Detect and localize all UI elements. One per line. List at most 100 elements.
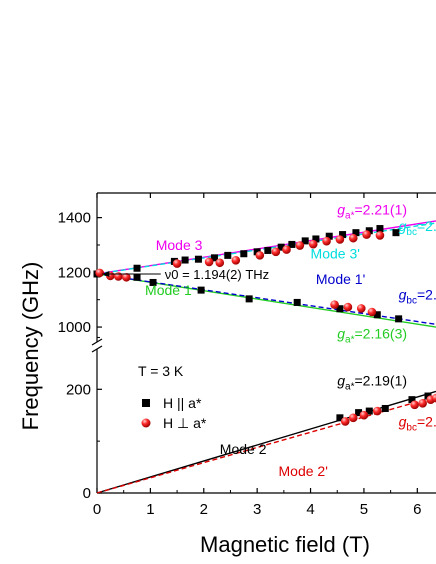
data-point-h-parallel xyxy=(288,240,296,248)
x-tick-label: 1 xyxy=(146,501,154,518)
data-point-h-parallel xyxy=(181,256,189,264)
fit-lines xyxy=(96,220,436,494)
mode-label: Mode 3' xyxy=(311,246,360,262)
data-point-h-parallel xyxy=(264,246,272,254)
mode-label: Mode 2 xyxy=(220,441,267,457)
data-point-h-perp xyxy=(340,417,350,426)
data-point-h-parallel xyxy=(336,414,344,422)
data-point-h-perp xyxy=(418,398,427,408)
y-tick-label: 1400 xyxy=(58,210,91,227)
data-point-h-perp xyxy=(375,231,385,240)
data-point-h-perp xyxy=(271,247,281,257)
y-tick-label: 0 xyxy=(83,485,91,502)
data-point-h-parallel xyxy=(365,407,373,415)
data-point-h-parallel xyxy=(277,243,285,251)
mode-label: Mode 3 xyxy=(156,237,203,253)
axis-break-mark xyxy=(91,338,103,346)
g-factor-label: gbc=2.1 xyxy=(399,287,436,307)
data-point-h-parallel xyxy=(381,404,389,412)
mode-label: Mode 2' xyxy=(279,463,328,479)
data-point-h-parallel xyxy=(245,295,253,303)
annotation-arrowhead xyxy=(102,270,110,277)
data-point-h-parallel xyxy=(133,264,141,272)
data-point-h-perp xyxy=(322,236,331,246)
data-point-h-parallel xyxy=(373,311,381,319)
mode-label: Mode 1 xyxy=(145,282,192,298)
data-point-h-perp xyxy=(122,272,131,282)
g-factor-label: ga*=2.16(3) xyxy=(337,326,407,346)
x-tick-label: 2 xyxy=(200,501,208,518)
data-point-h-perp xyxy=(348,413,358,423)
data-point-h-perp xyxy=(231,256,241,265)
x-tick-label: 0 xyxy=(93,501,101,518)
data-point-h-perp xyxy=(431,393,436,403)
data-point-h-parallel xyxy=(312,235,320,243)
data-point-h-parallel xyxy=(365,227,373,235)
legend-marker-sphere xyxy=(141,418,151,428)
data-point-h-parallel xyxy=(355,409,363,417)
y-tick-label: 1200 xyxy=(58,264,91,281)
data-point-h-perp xyxy=(295,241,305,250)
data-point-h-parallel xyxy=(293,298,301,306)
g-factor-label: ga*=2.21(1) xyxy=(337,201,407,221)
data-point-h-perp xyxy=(343,302,353,312)
data-point-h-parallel xyxy=(194,255,202,263)
data-point-h-parallel xyxy=(392,229,400,237)
x-tick-label: 6 xyxy=(413,501,421,518)
g-factor-label: ga*=2.19(1) xyxy=(337,373,407,393)
y-axis-label: Frequency (GHz) xyxy=(18,262,43,431)
data-point-h-parallel xyxy=(149,278,157,286)
data-point-h-parallel xyxy=(336,305,344,313)
data-point-h-perp xyxy=(410,400,419,410)
data-point-h-perp xyxy=(359,410,369,420)
legend-label: H ⊥ a* xyxy=(163,415,207,431)
y-tick-label: 200 xyxy=(66,381,91,398)
data-point-h-perp xyxy=(335,235,345,244)
data-point-h-perp xyxy=(114,272,123,281)
data-point-h-perp xyxy=(255,251,265,260)
g-factor-label: gbc=2.0 xyxy=(399,414,436,434)
data-point-h-perp xyxy=(95,268,104,278)
data-point-h-perp xyxy=(215,258,225,268)
x-tick-label: 3 xyxy=(253,501,261,518)
data-point-h-perp xyxy=(362,230,371,239)
data-point-h-perp xyxy=(172,259,182,268)
data-point-h-perp xyxy=(356,304,366,313)
data-points xyxy=(93,225,436,426)
data-point-h-parallel xyxy=(376,225,384,233)
data-point-h-parallel xyxy=(301,237,309,245)
legend-marker-square xyxy=(142,399,150,407)
g-factor-label: gbc=2.0 xyxy=(399,218,436,238)
data-point-h-perp xyxy=(367,307,377,317)
data-point-h-perp xyxy=(282,245,291,254)
axes: 0 1 2 3 4 5 6 1000 1200 1400 0 200 xyxy=(58,192,436,518)
y-tick-label: 1000 xyxy=(58,319,91,336)
data-point-h-parallel xyxy=(253,248,261,256)
data-point-h-perp xyxy=(372,406,382,416)
x-tick-label: 5 xyxy=(360,501,368,518)
data-point-h-parallel xyxy=(240,250,248,258)
data-point-h-perp xyxy=(204,257,214,267)
axis-break-mark xyxy=(91,345,103,353)
data-point-h-perp xyxy=(348,233,358,243)
data-point-h-parallel xyxy=(339,231,347,239)
mode-label: Mode 1' xyxy=(316,271,365,287)
legend-label: H || a* xyxy=(163,395,202,411)
data-point-h-parallel xyxy=(352,229,360,237)
nu0-annotation: ν0 = 1.194(2) THz xyxy=(165,267,269,282)
data-point-h-parallel xyxy=(395,315,403,323)
data-point-h-parallel xyxy=(224,251,232,259)
data-point-h-parallel xyxy=(325,232,333,240)
data-point-h-parallel xyxy=(210,254,218,262)
chart-labels: Mode 3 Mode 3' Mode 1 Mode 1' Mode 2 Mode 2' g… xyxy=(102,201,436,479)
fit-line-mode-2-prime xyxy=(96,395,436,494)
data-point-h-parallel xyxy=(133,273,141,281)
data-point-h-perp xyxy=(330,300,339,309)
x-tick-label: 4 xyxy=(306,501,314,518)
data-point-h-parallel xyxy=(408,396,416,404)
x-axis-label: Magnetic field (T) xyxy=(200,532,370,557)
data-point-h-parallel xyxy=(197,286,205,294)
data-point-h-parallel xyxy=(424,392,432,400)
data-point-h-perp xyxy=(308,239,318,249)
